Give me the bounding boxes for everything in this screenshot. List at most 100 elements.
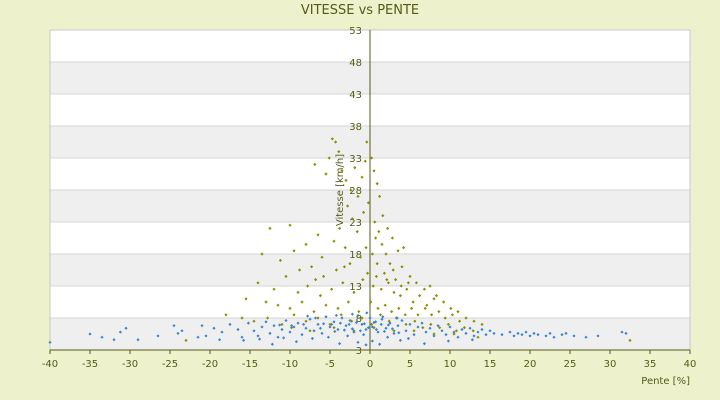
data-point (381, 214, 385, 218)
y-tick-label: 3 (356, 346, 362, 357)
data-point (460, 327, 464, 332)
data-point (406, 336, 410, 341)
data-point (544, 334, 548, 338)
data-point (298, 268, 302, 272)
data-point (470, 338, 474, 342)
x-tick-label: 20 (524, 359, 537, 370)
data-point (324, 303, 328, 307)
data-point (408, 274, 412, 278)
data-point (280, 327, 284, 332)
data-point (100, 335, 104, 339)
series-0 (184, 137, 632, 342)
data-point (270, 342, 274, 346)
chart-title: VITESSE vs PENTE (300, 3, 420, 18)
data-point (379, 287, 383, 291)
x-tick-label: -30 (122, 359, 138, 370)
data-point (356, 194, 360, 198)
y-tick-label: 18 (349, 250, 362, 261)
data-point (396, 324, 400, 328)
data-point (361, 278, 365, 282)
data-point (476, 330, 480, 334)
x-tick-label: -40 (42, 359, 58, 370)
data-point (348, 262, 352, 266)
data-point (300, 333, 304, 337)
data-point (364, 343, 368, 347)
data-point (312, 310, 316, 314)
data-point (366, 201, 370, 205)
data-point (284, 274, 288, 278)
data-point (330, 322, 334, 326)
data-point (377, 230, 381, 234)
data-point (313, 162, 317, 166)
data-point (488, 329, 492, 333)
data-point (278, 323, 282, 327)
data-point (362, 210, 366, 214)
data-point (300, 300, 304, 304)
data-point (397, 306, 401, 310)
data-point (338, 226, 342, 230)
data-point (356, 313, 360, 318)
data-point (416, 313, 420, 317)
data-point (322, 274, 326, 278)
data-point (336, 327, 340, 332)
data-point (458, 319, 462, 323)
data-point (424, 330, 428, 334)
data-point (432, 334, 436, 338)
data-point (240, 316, 244, 320)
data-point (421, 326, 425, 330)
data-point (428, 284, 432, 288)
x-tick-label: -10 (282, 359, 298, 370)
data-point (256, 334, 260, 338)
data-point (403, 313, 407, 317)
data-point (184, 338, 188, 342)
data-point (276, 335, 280, 339)
data-point (516, 331, 520, 335)
data-point (326, 335, 330, 339)
data-point (366, 271, 370, 275)
data-point (624, 331, 628, 335)
data-point (394, 278, 398, 282)
data-point (240, 335, 244, 339)
data-point (258, 337, 262, 341)
data-point (392, 329, 396, 333)
data-point (492, 331, 496, 335)
data-point (434, 294, 438, 298)
data-point (343, 246, 347, 250)
data-point (304, 319, 308, 323)
data-point (340, 316, 344, 320)
data-point (334, 140, 338, 144)
data-point (429, 322, 433, 326)
data-point (310, 336, 314, 341)
data-point (341, 281, 345, 285)
data-point (370, 325, 374, 329)
data-point (369, 300, 373, 304)
data-point (376, 306, 380, 310)
data-point (382, 329, 386, 334)
data-point (292, 325, 296, 329)
data-point (374, 320, 378, 324)
data-point (362, 333, 366, 337)
data-point (292, 313, 296, 317)
x-tick-label: -25 (162, 359, 178, 370)
data-point (406, 281, 410, 285)
data-point (220, 330, 224, 334)
data-point (314, 316, 318, 320)
x-tick-label: 15 (484, 359, 497, 370)
data-point (380, 242, 384, 246)
data-point (384, 326, 388, 330)
data-point (260, 325, 264, 329)
data-point (352, 330, 356, 334)
data-point (336, 306, 340, 310)
data-point (386, 281, 390, 285)
data-point (349, 188, 353, 192)
data-point (124, 326, 128, 330)
data-point (365, 311, 369, 315)
y-tick-label: 33 (349, 154, 362, 165)
data-point (355, 230, 359, 234)
data-point (420, 321, 424, 325)
data-point (388, 321, 392, 325)
data-point (344, 324, 348, 328)
data-point (308, 317, 312, 321)
